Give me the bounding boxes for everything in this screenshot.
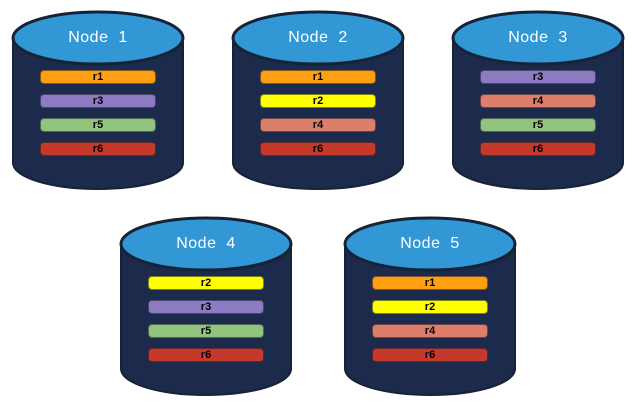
node-label: Node 1 [68, 29, 128, 46]
node-row-top: Node 1 r1 r3 r5 r6 Node 2 r1 r2 r4 r6 Node 3 r… [0, 0, 636, 192]
replica-bar: r5 [148, 324, 264, 338]
replica-bar: r2 [148, 276, 264, 290]
replica-bar: r1 [40, 70, 156, 84]
replica-bar: r6 [40, 142, 156, 156]
replica-bar: r6 [148, 348, 264, 362]
node-row-bottom: Node 4 r2 r3 r5 r6 Node 5 r1 r2 r4 r6 [0, 192, 636, 398]
replica-list: r3 r4 r5 r6 [450, 70, 626, 156]
database-node: Node 2 r1 r2 r4 r6 [230, 8, 406, 192]
node-label: Node 5 [400, 235, 460, 252]
replica-bar: r3 [480, 70, 596, 84]
replica-list: r1 r2 r4 r6 [342, 276, 518, 362]
replica-bar: r6 [260, 142, 376, 156]
database-node: Node 3 r3 r4 r5 r6 [450, 8, 626, 192]
replica-bar: r5 [40, 118, 156, 132]
replica-bar: r2 [260, 94, 376, 108]
replica-bar: r4 [372, 324, 488, 338]
replica-list: r1 r2 r4 r6 [230, 70, 406, 156]
node-label: Node 2 [288, 29, 348, 46]
replica-bar: r4 [480, 94, 596, 108]
replica-bar: r1 [372, 276, 488, 290]
database-node: Node 5 r1 r2 r4 r6 [342, 214, 518, 398]
replica-bar: r1 [260, 70, 376, 84]
node-label: Node 3 [508, 29, 568, 46]
node-label: Node 4 [176, 235, 236, 252]
replica-bar: r3 [40, 94, 156, 108]
database-node: Node 1 r1 r3 r5 r6 [10, 8, 186, 192]
database-node: Node 4 r2 r3 r5 r6 [118, 214, 294, 398]
replica-bar: r6 [480, 142, 596, 156]
replica-list: r2 r3 r5 r6 [118, 276, 294, 362]
replica-bar: r2 [372, 300, 488, 314]
replica-bar: r3 [148, 300, 264, 314]
replica-bar: r4 [260, 118, 376, 132]
replica-bar: r6 [372, 348, 488, 362]
replica-bar: r5 [480, 118, 596, 132]
replica-list: r1 r3 r5 r6 [10, 70, 186, 156]
